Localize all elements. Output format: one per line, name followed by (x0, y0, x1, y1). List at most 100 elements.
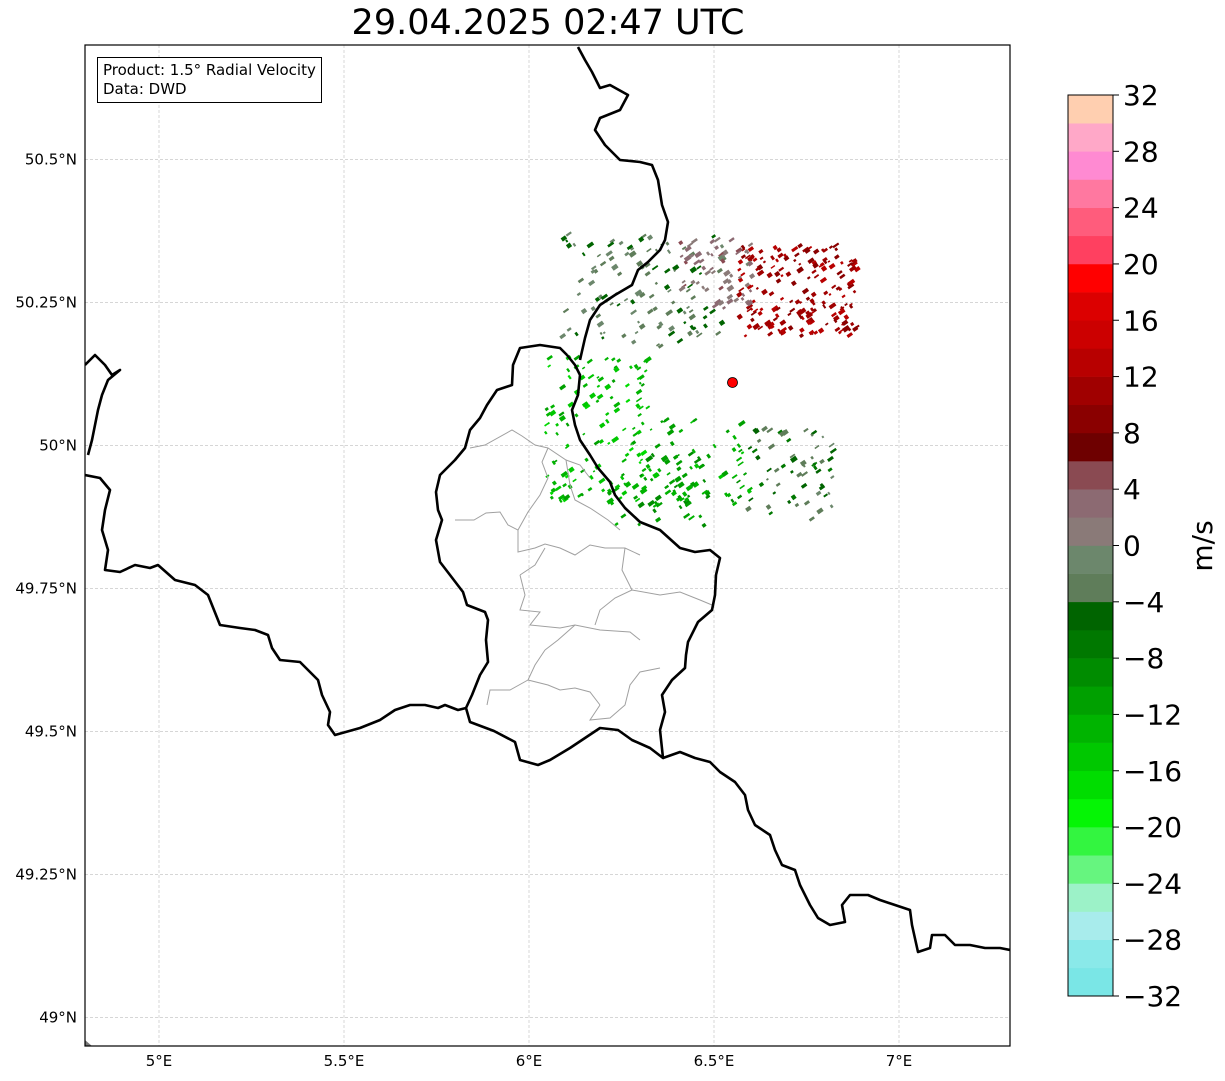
velocity-echo (808, 329, 815, 336)
velocity-echo (810, 455, 814, 460)
canton-boundary-west (455, 511, 641, 556)
velocity-echo (736, 479, 741, 484)
velocity-echo (741, 292, 746, 297)
velocity-echo (731, 501, 738, 507)
colorbar-tick-label: 8 (1123, 417, 1141, 450)
velocity-echo (758, 481, 765, 488)
velocity-echo (643, 358, 649, 363)
velocity-colorbar: 32 28 24 20 16 12 8 4 0 −4 −8 −12 −16 −20 −24 −28 −32 (1067, 79, 1182, 1013)
velocity-echo (558, 411, 565, 417)
velocity-echo (544, 422, 549, 427)
velocity-echo (587, 373, 595, 380)
velocity-echo (683, 260, 689, 265)
colorbar-segment (1068, 179, 1113, 208)
velocity-echo (580, 492, 584, 497)
velocity-echo (821, 435, 825, 439)
velocity-echo (665, 309, 674, 317)
velocity-echo (726, 279, 732, 285)
colorbar-segment (1068, 658, 1113, 687)
colorbar-segment (1068, 432, 1113, 462)
velocity-echo (621, 333, 627, 339)
velocity-echo (767, 443, 776, 450)
canton-boundary-south2 (594, 547, 713, 626)
velocity-echo (828, 293, 832, 296)
velocity-echo (689, 324, 695, 331)
velocity-echo (836, 270, 843, 276)
velocity-echo (638, 236, 645, 243)
velocity-echo (697, 456, 702, 462)
velocity-echo (689, 266, 698, 274)
velocity-echo (798, 262, 802, 266)
colorbar-segment (1068, 967, 1113, 997)
velocity-echo (663, 284, 671, 291)
velocity-echo (849, 304, 854, 309)
velocity-echo (757, 310, 763, 316)
velocity-echo (766, 477, 769, 481)
velocity-echo (772, 491, 777, 495)
velocity-echo (668, 423, 676, 430)
velocity-echo (737, 419, 746, 427)
velocity-echo (621, 458, 627, 463)
velocity-echo (681, 279, 686, 284)
velocity-echo (605, 418, 610, 424)
velocity-echo (609, 395, 614, 400)
velocity-echo (646, 247, 652, 253)
velocity-echo (799, 300, 803, 304)
velocity-echo (656, 501, 663, 508)
velocity-echo (728, 237, 735, 243)
velocity-echo (805, 311, 814, 319)
velocity-echo (682, 491, 688, 497)
velocity-echo (714, 298, 723, 307)
velocity-echo (624, 481, 632, 488)
colorbar-tick-label: −4 (1123, 586, 1164, 619)
colorbar-tick-label: 24 (1123, 192, 1159, 225)
velocity-echo (752, 257, 758, 263)
colorbar-segment (1068, 770, 1113, 800)
velocity-echo (664, 484, 670, 490)
velocity-echo (637, 501, 645, 509)
velocity-echo (637, 320, 641, 324)
canton-boundary-central (517, 447, 621, 531)
velocity-echo (652, 471, 660, 479)
velocity-echo (798, 314, 803, 320)
velocity-echo (799, 327, 805, 333)
velocity-echo (687, 494, 691, 498)
velocity-echo (841, 294, 846, 299)
velocity-echo (842, 324, 851, 333)
velocity-echo (636, 376, 641, 381)
velocity-echo (693, 458, 700, 464)
colorbar-segment (1068, 798, 1113, 828)
velocity-echo (811, 260, 817, 265)
velocity-echo (766, 427, 774, 434)
colorbar-tick-label: −32 (1123, 980, 1182, 1013)
velocity-echo (702, 478, 707, 483)
velocity-echo (765, 504, 772, 510)
velocity-echo (800, 482, 808, 489)
velocity-echo (634, 289, 643, 297)
velocity-echo (790, 280, 797, 287)
velocity-echo (814, 444, 820, 450)
velocity-echo (759, 256, 764, 261)
velocity-echo (749, 254, 755, 260)
velocity-echo (793, 258, 797, 263)
velocity-echo (775, 278, 782, 284)
velocity-echo (675, 459, 683, 466)
velocity-echo (664, 458, 671, 465)
velocity-echo (702, 315, 708, 320)
velocity-echo (679, 254, 684, 258)
velocity-echo (737, 461, 744, 467)
velocity-echo (755, 454, 761, 461)
border-germany-belgium (576, 46, 670, 361)
velocity-echo (547, 364, 552, 368)
velocity-echo (673, 269, 677, 273)
lat-tick-label: 49.75°N (15, 579, 77, 597)
velocity-echo (644, 271, 651, 277)
velocity-echo (695, 280, 700, 285)
velocity-echo (606, 490, 612, 496)
velocity-echo (650, 452, 655, 458)
velocity-echo (584, 404, 591, 410)
velocity-echo (827, 467, 833, 473)
velocity-echo (692, 481, 700, 488)
velocity-echo (737, 494, 743, 500)
velocity-echo (657, 343, 664, 349)
